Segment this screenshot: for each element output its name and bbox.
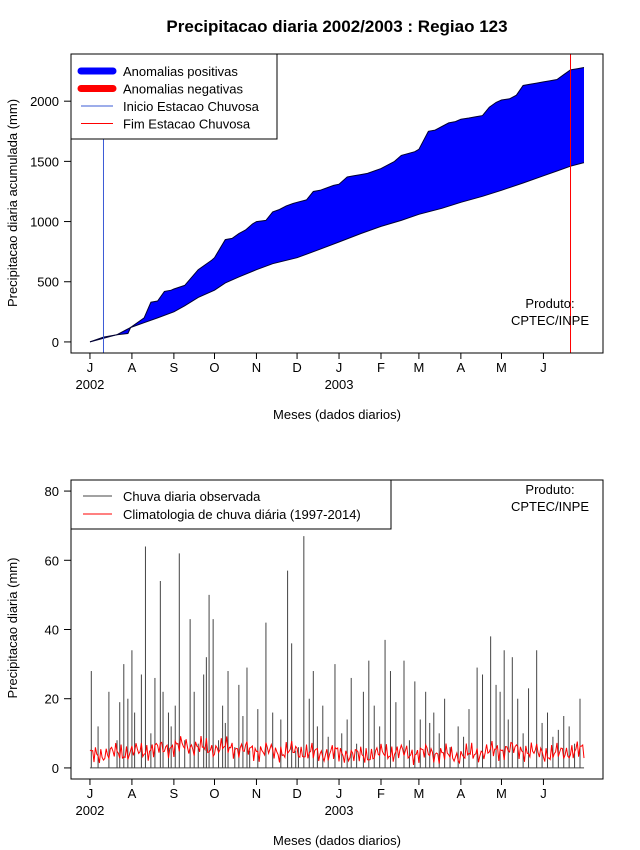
top-x-tick-label: D: [292, 360, 301, 375]
top-credit-line: CPTEC/INPE: [511, 313, 589, 328]
bottom-y-tick-label: 40: [45, 623, 59, 638]
top-x-tick-label: A: [457, 360, 466, 375]
top-legend-label: Anomalias positivas: [123, 64, 238, 79]
cumulative-panel: Precipitacao diaria 2002/2003 : Regiao 1…: [5, 17, 604, 422]
top-x-tick-label: J: [87, 360, 94, 375]
bottom-year-label: 2003: [325, 803, 354, 818]
top-y-tick-label: 1500: [30, 154, 59, 169]
top-x-tick-label: S: [170, 360, 179, 375]
bottom-credit-line: Produto:: [525, 482, 574, 497]
bottom-y-axis-label: Precipitacao diaria (mm): [5, 558, 20, 699]
top-legend-label: Fim Estacao Chuvosa: [123, 117, 251, 132]
top-legend-label: Inicio Estacao Chuvosa: [123, 99, 260, 114]
top-credit-line: Produto:: [525, 296, 574, 311]
bottom-y-tick-label: 80: [45, 484, 59, 499]
top-legend-label: Anomalias negativas: [123, 82, 243, 97]
top-legend: Anomalias positivas Anomalias negativas In…: [70, 53, 278, 140]
top-credit: Produto: CPTEC/INPE: [511, 296, 589, 328]
bottom-x-tick-label: F: [377, 786, 385, 801]
bottom-legend: Chuva diaria observada Climatologia de ch…: [70, 479, 392, 530]
top-y-tick-label: 0: [52, 335, 59, 350]
bottom-x-tick-label: J: [87, 786, 94, 801]
top-x-axis-label: Meses (dados diarios): [273, 407, 401, 422]
top-year-label: 2002: [75, 377, 104, 392]
bottom-year-label: 2002: [75, 803, 104, 818]
top-x-tick-label: N: [252, 360, 261, 375]
top-x-axis: J A S O N D J F M A M J 2002 2003: [75, 352, 547, 392]
top-x-tick-label: F: [377, 360, 385, 375]
bottom-x-tick-label: J: [540, 786, 547, 801]
top-y-axis: 0 500 1000 1500 2000: [30, 94, 71, 350]
bottom-x-tick-label: O: [209, 786, 219, 801]
top-y-tick-label: 500: [37, 275, 59, 290]
bottom-x-tick-label: D: [292, 786, 301, 801]
daily-spikes: [90, 536, 581, 768]
bottom-x-tick-label: S: [170, 786, 179, 801]
top-fill-group: [90, 67, 584, 342]
bottom-y-tick-label: 60: [45, 553, 59, 568]
positive-anomaly-area: [90, 67, 584, 342]
chart-title: Precipitacao diaria 2002/2003 : Regiao 1…: [166, 17, 507, 36]
daily-panel: 0 20 40 60 80 J A S O N D J F M A M J 2002 2003 Precipita…: [5, 479, 604, 848]
bottom-x-tick-label: J: [336, 786, 343, 801]
bottom-x-tick-label: M: [496, 786, 507, 801]
climatology-daily-line: [89, 736, 585, 765]
top-x-tick-label: J: [540, 360, 547, 375]
bottom-legend-label: Climatologia de chuva diária (1997-2014): [123, 507, 361, 522]
bottom-y-tick-label: 20: [45, 692, 59, 707]
top-x-tick-label: A: [128, 360, 137, 375]
climatology-cumulative-line: [89, 162, 585, 343]
bottom-credit: Produto: CPTEC/INPE: [511, 482, 589, 514]
bottom-y-tick-label: 0: [52, 761, 59, 776]
bottom-x-tick-label: A: [128, 786, 137, 801]
observed-cumulative-line: [89, 67, 585, 343]
top-x-tick-label: M: [413, 360, 424, 375]
top-x-tick-label: O: [209, 360, 219, 375]
bottom-x-axis-label: Meses (dados diarios): [273, 833, 401, 848]
bottom-credit-line: CPTEC/INPE: [511, 499, 589, 514]
bottom-x-tick-label: A: [457, 786, 466, 801]
bottom-x-tick-label: N: [252, 786, 261, 801]
bottom-legend-box: [70, 479, 392, 530]
bottom-y-axis: 0 20 40 60 80: [45, 484, 71, 776]
bottom-legend-label: Chuva diaria observada: [123, 489, 261, 504]
bottom-x-axis: J A S O N D J F M A M J 2002 2003: [75, 778, 547, 818]
top-y-tick-label: 1000: [30, 215, 59, 230]
top-y-axis-label: Precipitacao diaria acumulada (mm): [5, 99, 20, 307]
top-x-tick-label: M: [496, 360, 507, 375]
top-y-tick-label: 2000: [30, 94, 59, 109]
top-year-label: 2003: [325, 377, 354, 392]
bottom-x-tick-label: M: [413, 786, 424, 801]
top-x-tick-label: J: [336, 360, 343, 375]
